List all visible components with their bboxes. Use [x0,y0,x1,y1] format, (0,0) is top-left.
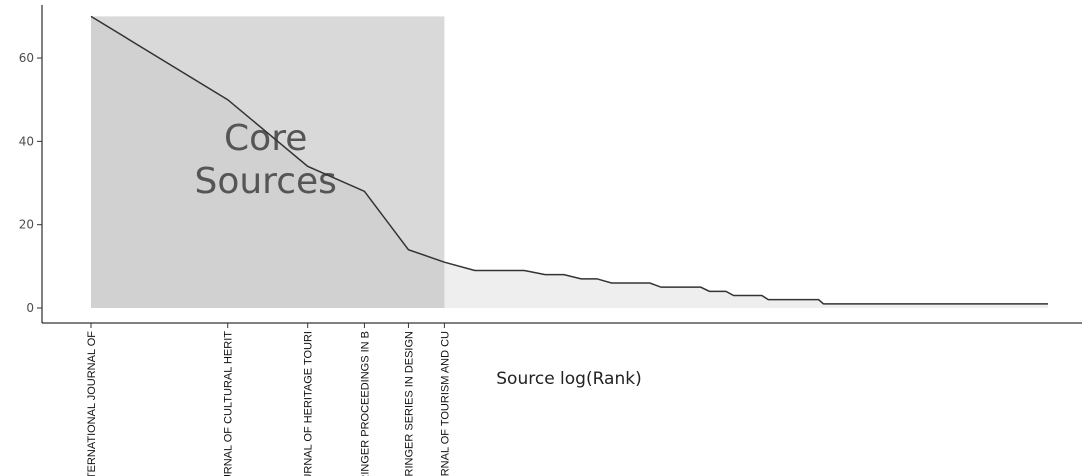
area-under-curve [91,16,1048,308]
area-fills [91,16,1048,308]
y-tick-label: 20 [19,218,34,232]
core-sources-label: Core Sources [194,118,336,202]
y-tick-label: 0 [26,301,34,315]
x-axis-ticks: INTERNATIONAL JOURNAL OF JOURNAL OF CULTU… [86,323,451,476]
core-zone-rect [91,16,445,308]
core-label-line1: Core [224,118,307,159]
y-tick-label: 40 [19,134,34,148]
x-tick-label: SPRINGER PROCEEDINGS IN B [359,331,371,476]
x-tick-label: JOURNAL OF CULTURAL HERIT [223,331,235,476]
x-tick-label: JOURNAL OF HERITAGE TOURI [303,331,315,476]
core-label-line2: Sources [194,161,336,202]
series-line [90,15,1048,305]
x-tick-label: SPRINGER SERIES IN DESIGN [403,331,415,476]
x-axis-title: Source log(Rank) [496,369,641,389]
y-tick-label: 60 [19,51,34,65]
y-axis-ticks: 0 20 40 60 [19,51,42,315]
x-tick-label: INTERNATIONAL JOURNAL OF [86,331,98,476]
x-tick-label: JOURNAL OF TOURISM AND CU [439,331,451,476]
series-layer [90,15,1048,305]
